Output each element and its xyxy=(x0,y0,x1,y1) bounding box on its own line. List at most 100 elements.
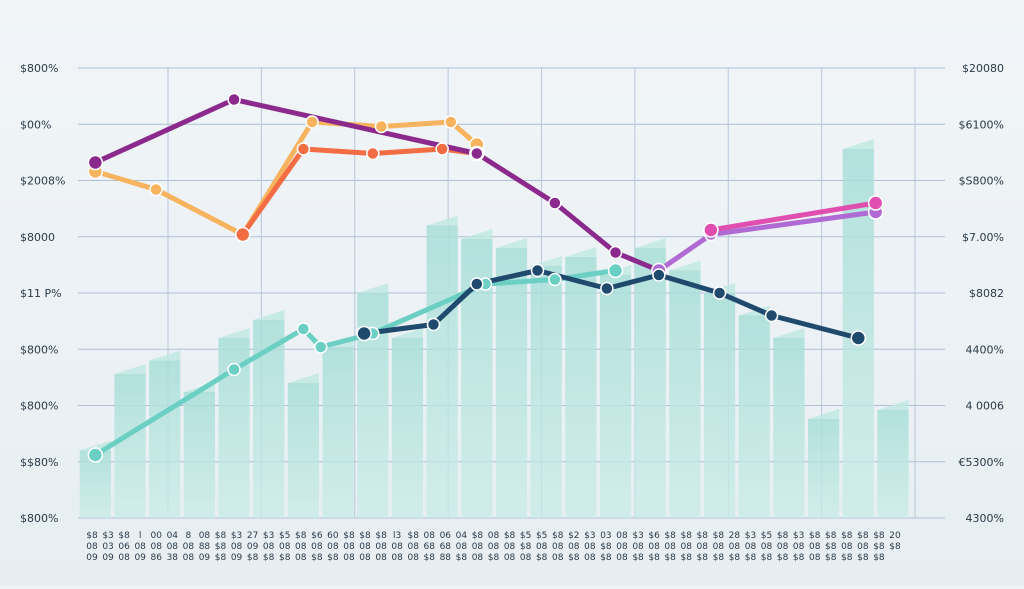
data-point xyxy=(548,196,562,210)
data-point xyxy=(305,115,319,129)
x-tick-label: 08 xyxy=(295,553,307,563)
bar xyxy=(322,347,354,518)
x-tick-label: 20 xyxy=(889,531,901,541)
y-tick-label-left: $$80% xyxy=(20,456,58,469)
x-tick-label: $8 xyxy=(118,531,130,541)
bar xyxy=(703,293,736,518)
x-tick-label: 08 xyxy=(295,542,307,552)
x-tick-label: 38 xyxy=(167,553,179,563)
x-tick-label: $8 xyxy=(215,553,227,563)
x-tick-label: 60 xyxy=(327,531,339,541)
x-tick-label: 27 xyxy=(247,531,258,541)
x-tick-label: 09 xyxy=(102,553,114,563)
x-tick-label: $8 xyxy=(648,553,660,563)
x-tick-label: 09 xyxy=(247,542,259,552)
bar-top xyxy=(287,373,320,383)
bar-top xyxy=(114,364,146,374)
x-tick-label: 08 xyxy=(391,553,403,563)
bar-top xyxy=(495,238,528,248)
left-axis: $800% $00% $2008% $8000 $11 P% $800% $800% $$80… xyxy=(20,62,65,525)
x-tick-label: $8 xyxy=(873,553,885,563)
x-tick-label: $8 xyxy=(664,553,676,563)
bar xyxy=(877,410,909,518)
data-point xyxy=(234,226,251,243)
y-tick-label-left: $2008% xyxy=(20,175,65,188)
x-tick-label: $8 xyxy=(777,531,789,541)
x-tick-label: 08 xyxy=(151,542,163,552)
x-tick-label: $8 xyxy=(873,542,885,552)
data-point xyxy=(608,245,623,260)
x-tick-label: $8 xyxy=(841,531,853,541)
x-tick-label: $8 xyxy=(777,553,789,563)
right-axis: $20080 $6100% $S800% $7.00% $8082 4400% 4 0006… xyxy=(959,62,1004,525)
x-tick-label: 08 xyxy=(713,542,725,552)
x-tick-label: $8 xyxy=(825,531,837,541)
x-tick-label: $8 xyxy=(504,531,516,541)
x-tick-label: 08 xyxy=(520,553,532,563)
bar-top xyxy=(530,256,562,266)
x-tick-label: 08 xyxy=(761,542,773,552)
x-tick-label: $5 xyxy=(761,531,772,541)
x-tick-label: 08 xyxy=(680,542,692,552)
data-point xyxy=(548,272,562,287)
bar-top xyxy=(842,139,874,149)
x-tick-label: 08 xyxy=(777,542,789,552)
bar xyxy=(114,374,146,518)
x-tick-label: 08 xyxy=(584,542,596,552)
x-tick-label: 09 xyxy=(199,553,211,563)
x-tick-label: $3 xyxy=(102,531,113,541)
series-line xyxy=(92,268,619,458)
x-tick-label: $8 xyxy=(311,553,323,563)
x-tick-label: 08 xyxy=(134,542,146,552)
x-tick-label: $8 xyxy=(873,531,885,541)
x-tick-label: $8 xyxy=(86,531,98,541)
bar-top xyxy=(391,328,424,338)
bar-top xyxy=(669,260,701,271)
x-tick-label: 08 xyxy=(359,553,371,563)
bar xyxy=(565,257,597,518)
bar xyxy=(599,275,632,518)
y-tick-label-left: $800% xyxy=(20,400,58,413)
x-tick-label: $8 xyxy=(697,531,709,541)
x-tick-label: 08 xyxy=(809,542,821,552)
x-tick-label: $8 xyxy=(713,531,725,541)
data-point xyxy=(703,222,719,238)
x-tick-label: 08 xyxy=(504,553,516,563)
x-tick-label: 04 xyxy=(167,531,179,541)
x-tick-label: $8 xyxy=(841,553,853,563)
bar-top xyxy=(773,328,805,338)
x-tick-label: 8 xyxy=(185,531,191,541)
data-point xyxy=(227,362,241,377)
x-tick-label: $8 xyxy=(680,531,692,541)
x-tick-label: $8 xyxy=(761,553,773,563)
x-tick-label: 08 xyxy=(616,542,628,552)
series-line xyxy=(92,97,662,273)
x-tick-label: 08 xyxy=(343,542,355,552)
x-tick-label: 03 xyxy=(600,531,611,541)
x-tick-label: $8 xyxy=(536,553,548,563)
x-tick-label: 08 xyxy=(263,542,275,552)
x-tick-label: 08 xyxy=(472,553,484,563)
bar-top xyxy=(218,328,250,338)
y-tick-label-right: 4 0006 xyxy=(966,400,1005,413)
x-tick-label: 00 xyxy=(151,531,163,541)
x-tick-label: $8 xyxy=(327,553,339,563)
x-tick-label: 08 xyxy=(472,542,484,552)
x-tick-label: 03 xyxy=(102,542,113,552)
y-tick-label-right: $6100% xyxy=(959,118,1004,131)
data-point xyxy=(227,92,241,107)
x-tick-label: $8 xyxy=(680,553,692,563)
x-tick-label: 08 xyxy=(729,542,741,552)
x-tick-label: 08 xyxy=(536,542,548,552)
x-tick-label: $3 xyxy=(632,531,643,541)
x-tick-label: $8 xyxy=(568,553,580,563)
x-tick-label: $8 xyxy=(407,531,419,541)
x-tick-label: $8 xyxy=(809,531,821,541)
x-tick-label: 08 xyxy=(183,553,195,563)
x-tick-label: $8 xyxy=(552,531,564,541)
data-point xyxy=(87,447,104,463)
y-tick-label-right: $20080 xyxy=(962,62,1004,75)
data-point xyxy=(607,262,624,279)
